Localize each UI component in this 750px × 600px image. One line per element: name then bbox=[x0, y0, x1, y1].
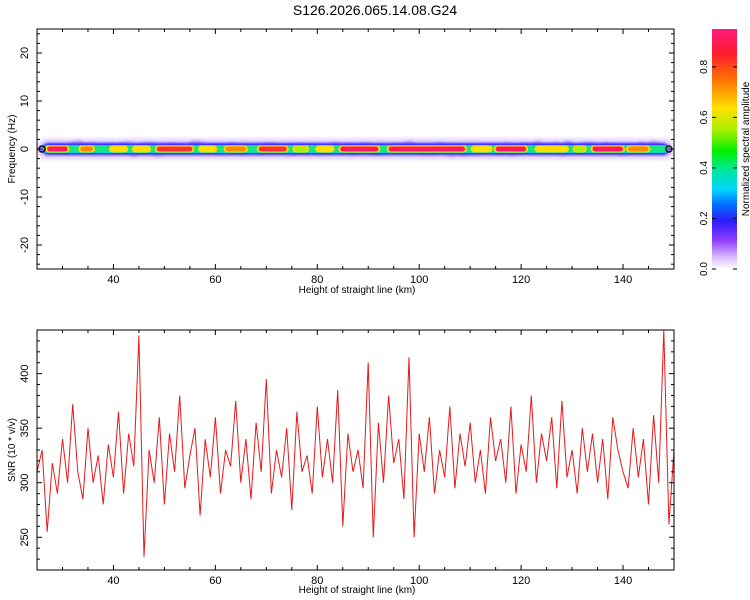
spectral-peak-segment bbox=[133, 146, 150, 152]
snr-ylabel: SNR (10 * v/v) bbox=[7, 418, 18, 482]
snr-xtick-label: 140 bbox=[614, 575, 632, 587]
colorbar-label: Normalized spectral amplitude bbox=[741, 81, 750, 216]
spectrogram-axes: 40 60 80 100 120 140 -20 -10 0 10 20 bbox=[19, 29, 675, 286]
colorbar-tick-label: 0.8 bbox=[699, 60, 710, 74]
snr-plot: 40 60 80 100 120 140 250 300 350 400 Height of st… bbox=[7, 329, 675, 596]
colorbar-gradient bbox=[712, 29, 737, 269]
snr-series-line bbox=[37, 330, 674, 557]
spectral-peak-segment bbox=[294, 146, 308, 152]
spectrogram-xtick-label: 120 bbox=[512, 274, 530, 286]
spectrogram-xtick-label: 40 bbox=[107, 274, 119, 286]
spectral-peak-segment bbox=[156, 146, 193, 152]
colorbar: 0.0 0.2 0.4 0.6 0.8 Normalized spectral ampl… bbox=[699, 29, 750, 276]
spectral-peak-segment bbox=[80, 146, 94, 152]
spectral-peak-segment bbox=[225, 146, 246, 152]
spectral-peak-segment bbox=[317, 146, 333, 152]
snr-axes: 40 60 80 100 120 140 250 300 350 400 bbox=[19, 329, 675, 587]
snr-xtick-label: 60 bbox=[209, 575, 221, 587]
snr-ytick-label: 350 bbox=[19, 419, 31, 437]
snr-xlabel: Height of straight line (km) bbox=[299, 585, 416, 596]
colorbar-tick-label: 0.4 bbox=[699, 161, 710, 175]
spectrogram-xtick-label: 100 bbox=[410, 274, 428, 286]
spectral-peak-segment bbox=[110, 146, 127, 152]
colorbar-tick-label: 0.2 bbox=[699, 211, 710, 225]
snr-ytick-label: 300 bbox=[19, 474, 31, 492]
page-title: S126.2026.065.14.08.G24 bbox=[292, 2, 458, 18]
snr-xtick-label: 120 bbox=[512, 575, 530, 587]
spectrogram-xtick-label: 140 bbox=[614, 274, 632, 286]
snr-ytick-label: 250 bbox=[19, 528, 31, 546]
snr-xtick-label: 100 bbox=[410, 575, 428, 587]
spectral-peak-segment bbox=[495, 146, 527, 152]
spectral-peak-segment bbox=[340, 146, 379, 152]
spectrogram-xtick-label: 60 bbox=[209, 274, 221, 286]
colorbar-tick-label: 0.0 bbox=[699, 262, 710, 276]
spectral-peak-segment bbox=[388, 146, 466, 152]
colorbar-ticks: 0.0 0.2 0.4 0.6 0.8 bbox=[699, 60, 737, 276]
spectrogram-ytick-label: -20 bbox=[19, 237, 31, 253]
spectral-peak-segment bbox=[628, 146, 649, 152]
snr-ytick-label: 400 bbox=[19, 364, 31, 382]
snr-frame bbox=[36, 329, 675, 571]
spectrogram-ytick-label: -10 bbox=[19, 189, 31, 205]
spectral-peak-segment bbox=[472, 146, 491, 152]
spectrogram-heatmap bbox=[37, 139, 673, 159]
spectrogram-plot: 40 60 80 100 120 140 -20 -10 0 10 20 Height of str… bbox=[7, 28, 675, 296]
spectrogram-xlabel: Height of straight line (km) bbox=[299, 285, 416, 296]
spectral-peak-segment bbox=[47, 146, 68, 152]
spectral-peak-segment bbox=[574, 146, 585, 152]
spectrogram-ylabel: Frequency (Hz) bbox=[7, 115, 18, 184]
spectral-peak-segment bbox=[536, 146, 567, 152]
spectrogram-ytick-label: 10 bbox=[19, 95, 31, 107]
spectral-peak-segment bbox=[592, 146, 624, 152]
colorbar-tick-label: 0.6 bbox=[699, 110, 710, 124]
snr-xtick-label: 40 bbox=[107, 575, 119, 587]
snr-xtick-label: 80 bbox=[311, 575, 323, 587]
spectral-peak-segment bbox=[258, 146, 287, 152]
spectral-peak-segment bbox=[200, 146, 216, 152]
spectrogram-xtick-label: 80 bbox=[311, 274, 323, 286]
spectrogram-ytick-label: 20 bbox=[19, 47, 31, 59]
spectrogram-ytick-label: 0 bbox=[19, 146, 31, 152]
